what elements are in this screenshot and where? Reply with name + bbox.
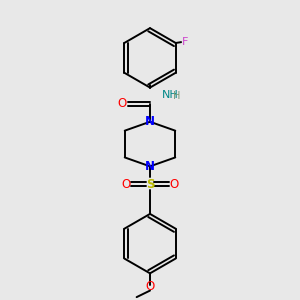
- Text: O: O: [169, 178, 178, 191]
- Text: O: O: [122, 178, 131, 191]
- Text: N: N: [145, 115, 155, 128]
- Text: S: S: [146, 178, 154, 191]
- Text: N: N: [145, 160, 155, 173]
- Text: F: F: [182, 37, 188, 46]
- Text: H: H: [173, 91, 181, 100]
- Text: O: O: [117, 98, 126, 110]
- Text: O: O: [146, 280, 154, 293]
- Text: NH: NH: [162, 90, 178, 100]
